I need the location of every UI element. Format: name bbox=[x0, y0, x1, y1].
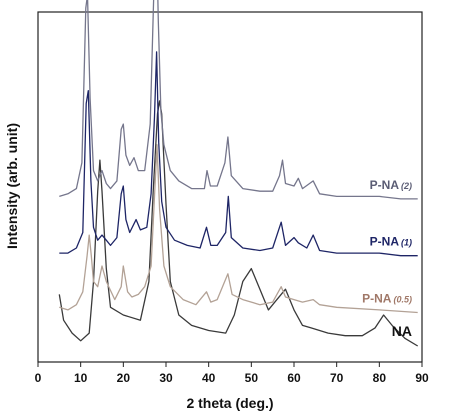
series-label-main: NA bbox=[392, 323, 412, 339]
series-line-3 bbox=[59, 0, 418, 200]
series-label-main: P-NA bbox=[370, 178, 400, 192]
series-group bbox=[58, 0, 419, 347]
series-label-1: P-NA (0.5) bbox=[362, 291, 412, 305]
series-label-suffix: (0.5) bbox=[393, 294, 412, 304]
series-line-1 bbox=[59, 144, 418, 314]
x-tick-label: 70 bbox=[330, 371, 344, 385]
series-line-2 bbox=[59, 51, 418, 257]
series-line-0 bbox=[58, 100, 419, 347]
x-tick-label: 30 bbox=[159, 371, 173, 385]
x-tick-label: 10 bbox=[74, 371, 88, 385]
x-tick-label: 80 bbox=[373, 371, 387, 385]
series-label-suffix: (2) bbox=[401, 181, 412, 191]
plot-frame bbox=[37, 11, 423, 363]
x-tick-label: 0 bbox=[35, 371, 42, 385]
x-tick-label: 90 bbox=[415, 371, 429, 385]
x-tick-label: 60 bbox=[287, 371, 301, 385]
series-label-2: P-NA (1) bbox=[370, 235, 412, 249]
series-label-main: P-NA bbox=[362, 291, 392, 305]
y-axis-title: Intensity (arb. unit) bbox=[4, 123, 20, 249]
x-tick-label: 50 bbox=[245, 371, 259, 385]
x-tick-label: 40 bbox=[202, 371, 216, 385]
x-tick-label: 20 bbox=[117, 371, 131, 385]
series-labels: NAP-NA (0.5)P-NA (1)P-NA (2) bbox=[362, 178, 412, 339]
series-label-main: P-NA bbox=[370, 235, 400, 249]
series-label-suffix: (1) bbox=[401, 238, 412, 248]
series-label-3: P-NA (2) bbox=[370, 178, 412, 192]
series-label-0: NA bbox=[392, 323, 412, 339]
x-axis-title: 2 theta (deg.) bbox=[186, 395, 273, 411]
x-axis: 0 10 20 30 40 50 60 70 80 90 bbox=[35, 362, 429, 385]
